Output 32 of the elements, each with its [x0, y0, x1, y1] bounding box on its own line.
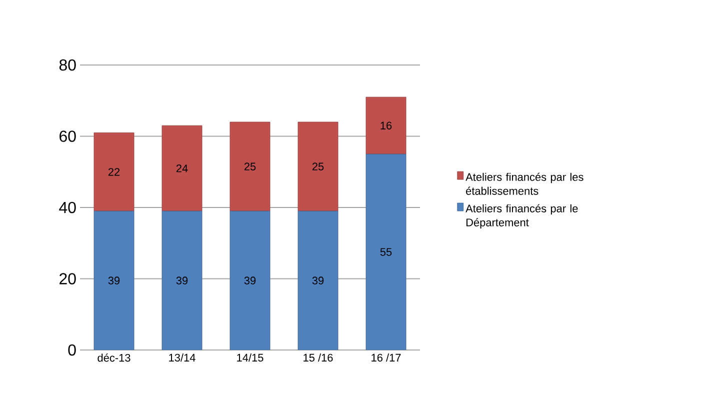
- data-label: 16: [380, 122, 392, 130]
- data-label: 39: [244, 276, 256, 284]
- data-label: 39: [176, 276, 188, 284]
- data-label: 25: [244, 162, 256, 170]
- bar: [366, 96, 406, 154]
- data-label: 39: [108, 276, 120, 284]
- x-tick-label: déc-13: [98, 354, 130, 362]
- bar: [230, 122, 270, 212]
- data-label: 24: [176, 164, 188, 172]
- x-tick-label: 16 /17: [372, 354, 401, 362]
- bar: [94, 132, 134, 212]
- y-tick-label: 40: [59, 202, 76, 214]
- x-tick-label: 15 /16: [304, 354, 333, 362]
- data-label: 22: [108, 168, 120, 176]
- bar: [94, 210, 134, 350]
- x-tick-label: 13/14: [169, 354, 196, 362]
- legend-label: Ateliers financés par les établissements: [466, 172, 584, 195]
- y-tick-label: 80: [59, 59, 76, 71]
- x-tick-label: 14/15: [237, 354, 264, 362]
- bar: [230, 210, 270, 350]
- y-tick-label: 20: [60, 273, 76, 284]
- data-label: 55: [380, 248, 392, 256]
- data-label: 39: [312, 276, 324, 284]
- bar: [298, 210, 338, 350]
- legend-label: Ateliers financés par le Département: [466, 204, 578, 228]
- bar: [162, 210, 202, 350]
- data-label: 25: [312, 162, 324, 170]
- bar: [366, 154, 406, 350]
- bar: [298, 122, 338, 212]
- y-tick-label: 60: [60, 130, 76, 142]
- bar: [162, 125, 202, 212]
- y-tick-label: 0: [68, 344, 76, 356]
